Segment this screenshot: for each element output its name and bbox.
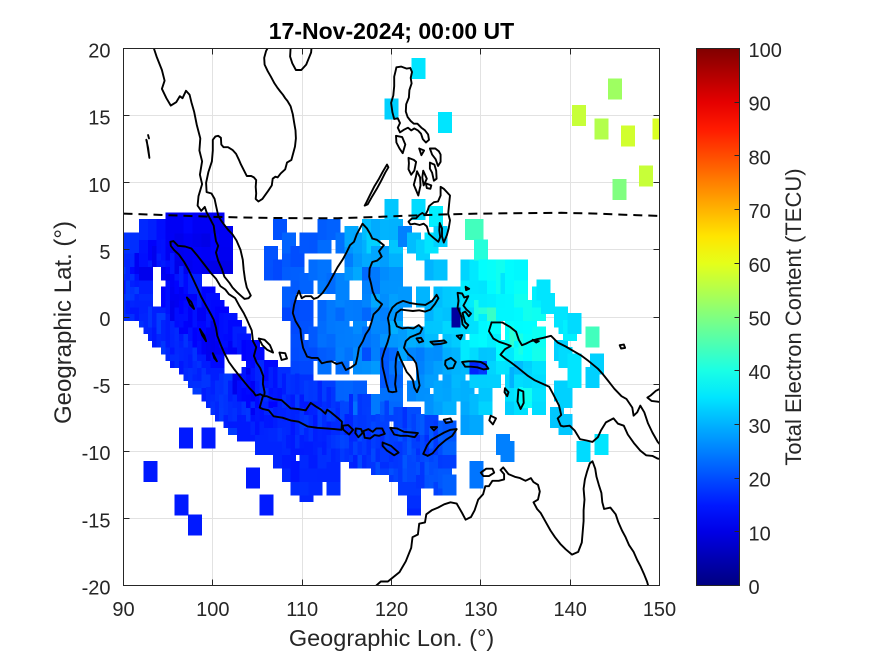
svg-text:100: 100	[749, 40, 782, 62]
svg-text:15: 15	[88, 108, 110, 130]
svg-text:90: 90	[749, 94, 771, 116]
svg-text:140: 140	[554, 599, 587, 621]
svg-text:Total Electron Content (TECU): Total Electron Content (TECU)	[781, 168, 806, 465]
svg-text:110: 110	[286, 599, 318, 621]
svg-text:10: 10	[749, 523, 771, 545]
svg-text:-5: -5	[93, 376, 111, 398]
svg-text:80: 80	[749, 147, 771, 169]
svg-text:120: 120	[375, 599, 408, 621]
svg-text:150: 150	[643, 599, 676, 621]
svg-text:70: 70	[749, 201, 771, 223]
svg-text:40: 40	[749, 362, 771, 384]
svg-text:-15: -15	[82, 510, 111, 532]
svg-text:Geographic Lon. (°): Geographic Lon. (°)	[289, 625, 494, 651]
svg-text:50: 50	[749, 309, 771, 331]
svg-text:20: 20	[749, 470, 771, 492]
svg-text:90: 90	[112, 599, 134, 621]
svg-text:Geographic Lat. (°): Geographic Lat. (°)	[50, 221, 77, 424]
svg-text:0: 0	[99, 309, 110, 331]
svg-text:100: 100	[196, 599, 229, 621]
svg-text:-10: -10	[82, 443, 111, 465]
svg-text:20: 20	[88, 41, 110, 63]
svg-text:17-Nov-2024; 00:00 UT: 17-Nov-2024; 00:00 UT	[269, 18, 514, 44]
svg-text:60: 60	[749, 255, 771, 277]
svg-text:10: 10	[88, 175, 110, 197]
svg-text:5: 5	[99, 242, 110, 264]
svg-text:0: 0	[749, 577, 760, 599]
svg-text:-20: -20	[82, 578, 111, 600]
svg-text:130: 130	[464, 599, 497, 621]
svg-text:30: 30	[749, 416, 771, 438]
